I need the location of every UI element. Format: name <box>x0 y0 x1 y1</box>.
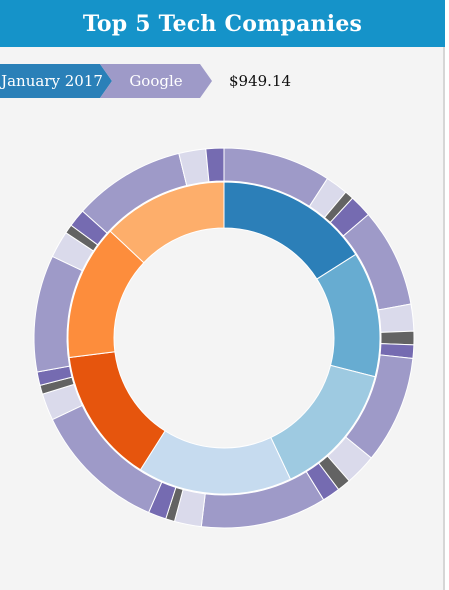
sunburst-chart <box>33 147 415 529</box>
inner-ring-segment-6[interactable] <box>109 181 225 264</box>
outer-ring-segment-6[interactable] <box>380 330 415 346</box>
breadcrumb-item-company[interactable]: Google <box>100 64 212 98</box>
breadcrumb-label-company: Google <box>129 72 183 90</box>
breadcrumb-item-date[interactable]: January 2017 <box>0 64 112 98</box>
selected-value: $949.14 <box>229 72 292 90</box>
header-bar: Top 5 Tech Companies <box>0 0 445 47</box>
outer-ring-segment-26[interactable] <box>205 147 225 183</box>
page-title: Top 5 Tech Companies <box>82 10 363 37</box>
breadcrumb-label-date: January 2017 <box>1 72 103 90</box>
